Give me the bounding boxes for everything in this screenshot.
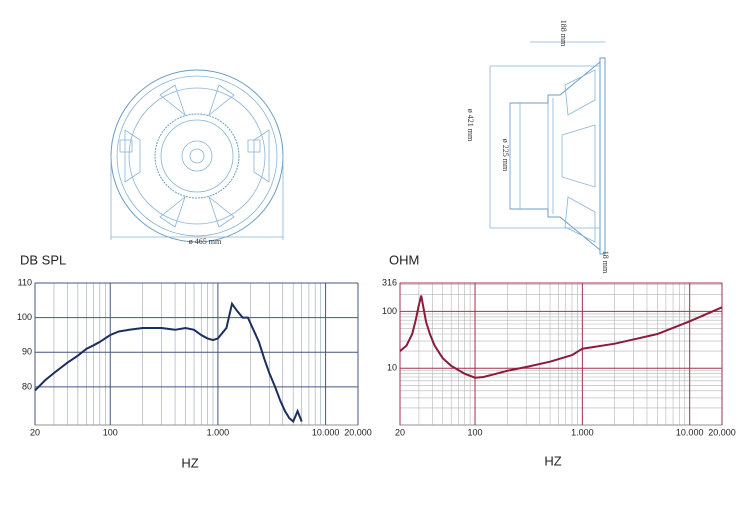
y-tick-label: 90	[22, 347, 32, 357]
side-view	[489, 41, 606, 255]
y-tick-label: 80	[22, 381, 32, 391]
dim-label: 18 mm	[601, 251, 610, 274]
x-axis-label: HZ	[181, 455, 198, 470]
chart-title: DB SPL	[20, 252, 66, 267]
x-tick-label: 10.000	[312, 427, 340, 437]
dim-label: ø 465 mm	[189, 237, 222, 246]
plot-area	[399, 282, 723, 426]
y-tick-label: 10	[387, 363, 397, 373]
x-tick-label: 20	[30, 427, 40, 437]
y-tick-label: 100	[17, 312, 32, 322]
y-tick-label: 100	[382, 306, 397, 316]
plot-area	[34, 282, 359, 426]
x-tick-label: 1.000	[571, 427, 594, 437]
data-line	[34, 301, 303, 424]
dim-label: ø 225 mm	[501, 139, 510, 172]
x-tick-label: 20	[395, 427, 405, 437]
x-tick-label: 100	[103, 427, 118, 437]
chart-title: OHM	[389, 252, 419, 267]
front-view	[110, 69, 284, 243]
y-tick-label: 110	[18, 277, 32, 287]
x-tick-label: 100	[468, 427, 483, 437]
dim-label: ø 421 mm	[466, 109, 475, 142]
x-tick-label: 1.000	[207, 427, 230, 437]
x-tick-label: 20.000	[344, 427, 372, 437]
data-line	[399, 295, 723, 379]
y-tick-label: 316	[382, 277, 397, 287]
x-tick-label: 10.000	[676, 427, 704, 437]
x-axis-label: HZ	[544, 453, 561, 468]
x-tick-label: 20.000	[708, 427, 736, 437]
dim-label: 188 mm	[559, 20, 568, 47]
